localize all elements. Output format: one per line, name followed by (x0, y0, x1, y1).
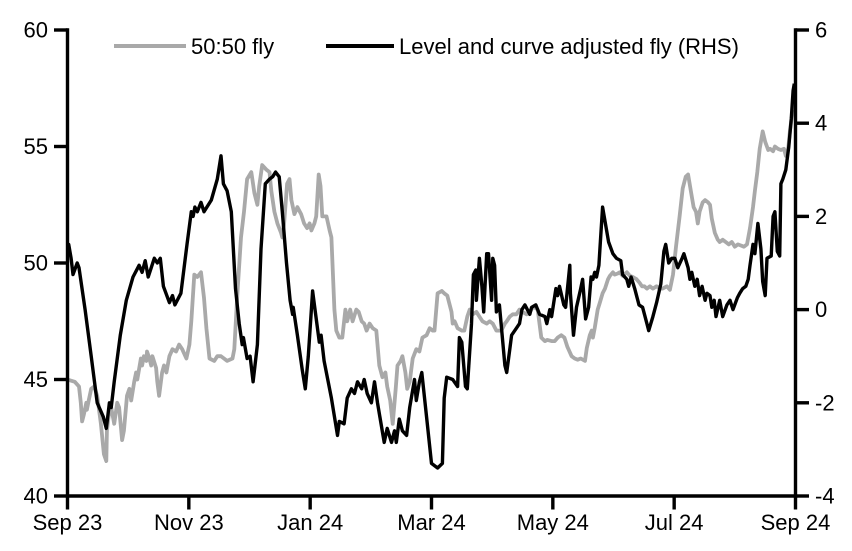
legend-item-5050-fly: 50:50 fly (114, 34, 274, 59)
y-axis-right-tick-label: -4 (815, 484, 835, 509)
legend-item-level-curve-adjusted-fly: Level and curve adjusted fly (RHS) (326, 34, 739, 59)
x-axis-tick-label: Mar 24 (397, 510, 465, 535)
legend-label: Level and curve adjusted fly (RHS) (399, 34, 739, 59)
x-axis-tick-label: Sep 23 (33, 510, 103, 535)
series-line-level-curve-adjusted-fly (65, 83, 796, 470)
y-axis-right-tick-label: 4 (815, 111, 827, 136)
y-axis-left-tick-label: 55 (24, 134, 48, 159)
plot-area (65, 83, 797, 470)
axes (54, 28, 809, 510)
series-line-5050-fly (66, 109, 797, 464)
y-axis-right-tick-label: 2 (815, 204, 827, 229)
axis-tick-labels: 40 45 50 55 60 -4 -2 0 2 4 6 Sep 23 Nov 23 Jan 24 Mar … (24, 18, 835, 536)
x-axis-tick-label: Jan 24 (277, 510, 343, 535)
y-axis-right-tick-label: -2 (815, 390, 835, 415)
x-axis-tick-label: Nov 23 (154, 510, 224, 535)
x-axis-tick-label: May 24 (517, 510, 589, 535)
y-axis-left-tick-label: 60 (24, 18, 48, 43)
series-lines (65, 83, 797, 470)
legend: 50:50 fly Level and curve adjusted fly (R… (114, 34, 739, 59)
y-axis-left-tick-label: 45 (24, 367, 48, 392)
x-axis-tick-label: Sep 24 (761, 510, 831, 535)
legend-label: 50:50 fly (191, 34, 274, 59)
y-axis-right-tick-label: 0 (815, 297, 827, 322)
y-axis-right-tick-label: 6 (815, 18, 827, 43)
y-axis-left-tick-label: 40 (24, 484, 48, 509)
x-axis-tick-label: Jul 24 (645, 510, 704, 535)
y-axis-left-tick-label: 50 (24, 251, 48, 276)
